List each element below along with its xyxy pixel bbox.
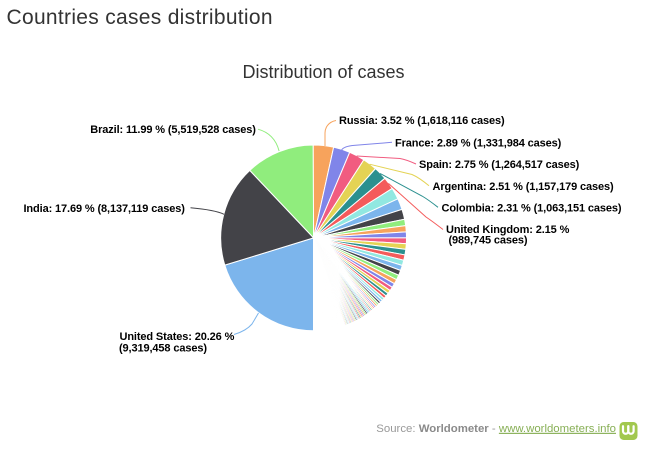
svg-text:Source: Worldometer - www.worl: Source: Worldometer - www.worldometers.i… (376, 423, 616, 435)
svg-text:(989,745 cases): (989,745 cases) (449, 235, 528, 247)
svg-text:Russia: 3.52 % (1,618,116 case: Russia: 3.52 % (1,618,116 cases) (339, 115, 505, 127)
svg-text:United Kingdom: 2.15 %: United Kingdom: 2.15 % (446, 224, 570, 236)
svg-text:United States: 20.26 %: United States: 20.26 % (120, 331, 235, 343)
svg-text:Argentina: 2.51 % (1,157,179 c: Argentina: 2.51 % (1,157,179 cases) (433, 181, 615, 193)
svg-text:(9,319,458 cases): (9,319,458 cases) (119, 343, 207, 355)
svg-text:Distribution of cases: Distribution of cases (242, 62, 404, 82)
svg-text:India: 17.69 % (8,137,119 case: India: 17.69 % (8,137,119 cases) (24, 203, 186, 215)
svg-text:Brazil: 11.99 % (5,519,528 cas: Brazil: 11.99 % (5,519,528 cases) (90, 124, 256, 136)
svg-text:Spain: 2.75 % (1,264,517 cases: Spain: 2.75 % (1,264,517 cases) (419, 159, 580, 171)
svg-text:France: 2.89 % (1,331,984 case: France: 2.89 % (1,331,984 cases) (395, 137, 562, 149)
svg-text:Countries cases distribution: Countries cases distribution (7, 6, 273, 29)
svg-text:Colombia: 2.31 % (1,063,151 ca: Colombia: 2.31 % (1,063,151 cases) (442, 202, 622, 214)
